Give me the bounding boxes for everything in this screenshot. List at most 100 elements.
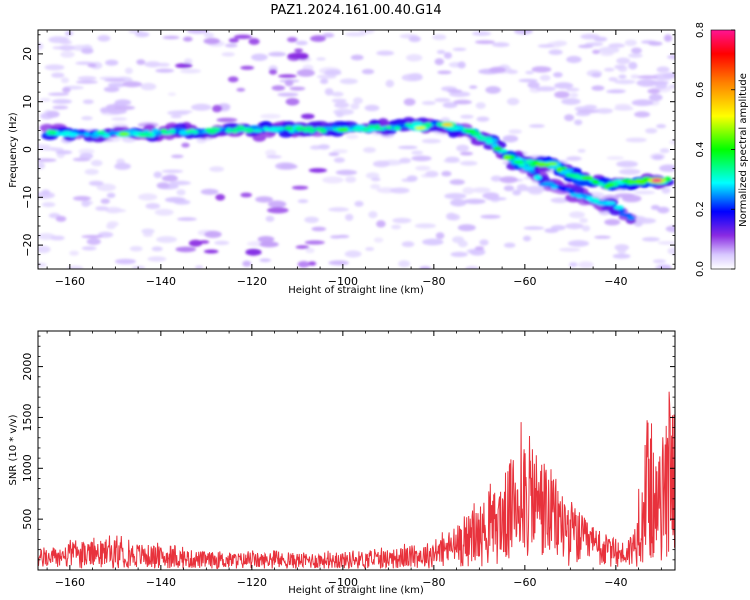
heatmap-cell (67, 265, 84, 269)
heatmap-x-ticks: −160 −140 −120 −100 −80 −60 −40 (46, 30, 662, 288)
heatmap-cell (518, 78, 538, 83)
heatmap-cell (566, 87, 580, 92)
heatmap-cell (616, 57, 631, 65)
heatmap-cell (548, 49, 563, 55)
heatmap-cell (103, 133, 111, 139)
heatmap-cell (177, 217, 197, 221)
heatmap-cell (442, 102, 458, 109)
heatmap-cell (452, 47, 467, 52)
heatmap-cell (604, 219, 621, 226)
heatmap-cell (316, 74, 337, 79)
x-tick-label: −100 (328, 576, 358, 589)
heatmap-cell (556, 167, 562, 173)
heatmap-cell (472, 31, 492, 36)
heatmap-cell (304, 216, 319, 223)
heatmap-cell (456, 144, 469, 152)
heatmap-cell (566, 55, 582, 64)
heatmap-cell (656, 124, 667, 129)
heatmap-cell (271, 85, 286, 91)
heatmap-cell (169, 180, 191, 186)
heatmap-cell (460, 151, 473, 156)
heatmap-cell (476, 135, 487, 141)
heatmap-y-ticks: −20 −10 0 10 20 (21, 34, 675, 265)
heatmap-cell (559, 170, 571, 175)
heatmap-cell (372, 160, 390, 168)
x-tick-label: −140 (146, 576, 176, 589)
heatmap-cell (303, 126, 314, 130)
heatmap-cell (49, 130, 57, 136)
heatmap-cell (86, 238, 101, 246)
heatmap-cell (95, 206, 109, 211)
x-tick-label: −120 (237, 275, 267, 288)
heatmap-cell (181, 142, 190, 148)
heatmap-cell (48, 92, 70, 96)
heatmap-cell (77, 76, 97, 81)
heatmap-x-axis-label: Height of straight line (km) (288, 285, 424, 296)
heatmap-cell (598, 182, 605, 187)
heatmap-cell (114, 99, 132, 106)
heatmap-cell (479, 239, 489, 246)
heatmap-cell (489, 66, 506, 73)
heatmap-cell (630, 74, 640, 79)
heatmap-cell (469, 248, 486, 256)
heatmap-cell (52, 105, 69, 110)
heatmap-cell (667, 247, 675, 255)
heatmap-cell (663, 34, 673, 42)
heatmap-cell (50, 235, 65, 241)
heatmap-cell (594, 235, 611, 239)
heatmap-cell (287, 52, 309, 60)
heatmap-cell (658, 264, 672, 269)
heatmap-cell (506, 97, 520, 106)
heatmap-cell (544, 228, 559, 234)
heatmap-cell (289, 86, 306, 91)
heatmap-cell (569, 211, 585, 219)
heatmap-cell (81, 246, 97, 251)
heatmap-cell (537, 44, 555, 48)
heatmap-cell (268, 200, 287, 208)
heatmap-cell (508, 129, 522, 135)
heatmap-cell (411, 150, 424, 155)
heatmap-cell (100, 198, 111, 204)
heatmap-cell (368, 211, 378, 219)
heatmap-cell (38, 158, 57, 162)
heatmap-cell (106, 192, 116, 198)
heatmap-cell (278, 74, 297, 78)
heatmap-cell (266, 155, 282, 159)
heatmap-cell (524, 185, 547, 193)
heatmap-cell (399, 157, 411, 164)
heatmap-cell (225, 127, 233, 134)
heatmap-cell (586, 196, 595, 202)
heatmap-cell (324, 69, 342, 76)
heatmap-cell (533, 174, 542, 181)
colorbar-tick-label: 0.0 (695, 261, 706, 277)
heatmap-cell (579, 217, 588, 224)
heatmap-cell (195, 265, 204, 269)
heatmap-cell (650, 205, 660, 210)
heatmap-cell (460, 114, 474, 119)
x-tick-label: −60 (513, 275, 536, 288)
heatmap-cell (105, 59, 119, 66)
heatmap-cell (619, 213, 631, 217)
y-tick-label: 10 (21, 95, 34, 109)
heatmap-cell (506, 69, 518, 74)
heatmap-cell (50, 147, 64, 152)
heatmap-cell (316, 57, 326, 61)
heatmap-cell (626, 215, 636, 221)
heatmap-cell (647, 88, 661, 94)
heatmap-cell (569, 193, 579, 197)
heatmap-cell (161, 169, 184, 173)
heatmap-cell (55, 150, 73, 155)
heatmap-cell (87, 63, 97, 68)
colorbar-label: Normalized spectral amplitude (738, 73, 749, 227)
heatmap-cell (550, 184, 558, 190)
heatmap-cell (41, 189, 51, 196)
heatmap-cell (322, 32, 335, 38)
heatmap-cell (592, 179, 600, 185)
heatmap-cell (364, 104, 380, 112)
heatmap-cell (452, 236, 465, 244)
heatmap-cell (84, 168, 99, 175)
heatmap-cell (437, 70, 452, 75)
heatmap-cell (187, 30, 209, 34)
heatmap-cell (81, 48, 94, 54)
